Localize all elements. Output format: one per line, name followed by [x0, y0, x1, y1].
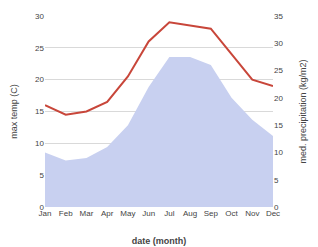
svg-text:Oct: Oct: [225, 209, 238, 218]
svg-text:0: 0: [40, 203, 45, 212]
svg-text:20: 20: [274, 94, 283, 103]
svg-text:May: May: [120, 209, 135, 218]
svg-text:10: 10: [274, 148, 283, 157]
svg-text:30: 30: [274, 39, 283, 48]
svg-text:5: 5: [40, 171, 45, 180]
svg-text:Apr: Apr: [101, 209, 114, 218]
svg-text:Jun: Jun: [142, 209, 155, 218]
svg-text:35: 35: [274, 12, 283, 21]
svg-text:15: 15: [35, 107, 44, 116]
svg-text:5: 5: [274, 176, 279, 185]
svg-text:25: 25: [274, 66, 283, 75]
svg-text:Aug: Aug: [183, 209, 197, 218]
svg-text:25: 25: [35, 44, 44, 53]
svg-text:Mar: Mar: [80, 209, 94, 218]
svg-text:med. precipitation (kg/m2): med. precipitation (kg/m2): [298, 59, 308, 163]
svg-text:Feb: Feb: [59, 209, 73, 218]
svg-text:Sep: Sep: [204, 209, 219, 218]
svg-text:max temp (C): max temp (C): [9, 84, 19, 139]
svg-text:20: 20: [35, 75, 44, 84]
svg-text:10: 10: [35, 139, 44, 148]
svg-text:30: 30: [35, 12, 44, 21]
svg-text:Dec: Dec: [266, 209, 280, 218]
svg-text:date (month): date (month): [132, 236, 187, 246]
svg-text:0: 0: [274, 203, 279, 212]
svg-text:Jul: Jul: [164, 209, 174, 218]
svg-text:Nov: Nov: [245, 209, 259, 218]
svg-text:Jan: Jan: [39, 209, 52, 218]
svg-text:15: 15: [274, 121, 283, 130]
